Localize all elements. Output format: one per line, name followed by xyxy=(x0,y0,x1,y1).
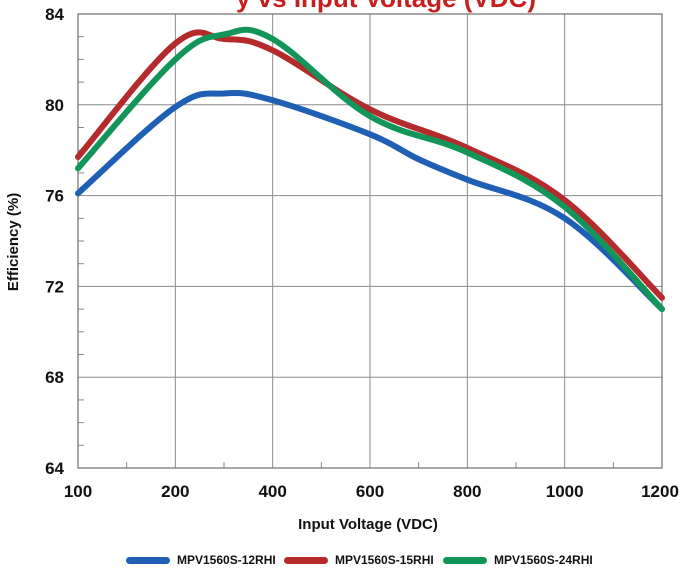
x-tick-label: 1200 xyxy=(641,482,679,501)
x-axis-ticks: 100 200 400 600 800 1000 1200 xyxy=(64,482,679,501)
legend-swatch-15rhi xyxy=(284,556,328,564)
y-tick-label: 64 xyxy=(45,459,64,478)
y-tick-label: 68 xyxy=(45,368,64,387)
y-axis-ticks: 64 68 72 76 80 84 xyxy=(45,5,64,478)
chart-title: y vs Input Voltage (VDC) xyxy=(236,0,536,13)
y-tick-label: 76 xyxy=(45,187,64,206)
legend-item-24rhi: MPV1560S-24RHI xyxy=(443,553,593,567)
plot-border xyxy=(77,13,663,469)
chart-grid xyxy=(77,13,663,469)
legend-label-12rhi: MPV1560S-12RHI xyxy=(177,553,276,567)
x-tick-label: 400 xyxy=(258,482,286,501)
legend-item-15rhi: MPV1560S-15RHI xyxy=(284,553,434,567)
legend-item-12rhi: MPV1560S-12RHI xyxy=(126,553,276,567)
chart-legend: MPV1560S-12RHI MPV1560S-15RHI MPV1560S-2… xyxy=(0,553,684,573)
x-tick-label: 100 xyxy=(64,482,92,501)
series-line-mpv1560s-12rhi xyxy=(75,89,665,313)
x-tick-label: 800 xyxy=(453,482,481,501)
x-tick-label: 1000 xyxy=(546,482,584,501)
x-axis-label: Input Voltage (VDC) xyxy=(298,516,438,533)
series-lines xyxy=(75,26,665,313)
legend-label-15rhi: MPV1560S-15RHI xyxy=(335,553,434,567)
y-tick-label: 80 xyxy=(45,96,64,115)
legend-swatch-12rhi xyxy=(126,556,170,564)
y-tick-label: 84 xyxy=(45,5,64,24)
y-tick-label: 72 xyxy=(45,277,64,296)
x-tick-label: 200 xyxy=(161,482,189,501)
y-axis-label: Efficiency (%) xyxy=(5,193,22,291)
x-tick-label: 600 xyxy=(356,482,384,501)
series-line-mpv1560s-24rhi xyxy=(75,26,665,313)
legend-label-24rhi: MPV1560S-24RHI xyxy=(494,553,593,567)
legend-swatch-24rhi xyxy=(443,556,487,564)
